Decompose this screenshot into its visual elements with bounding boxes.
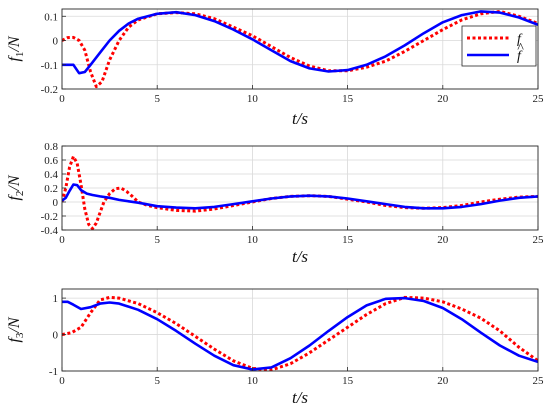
subplot-2: 0 5 10 15 20 25-0.4-0.200.20.40.60.8t/sf2/N [6, 141, 544, 266]
axes-box [61, 8, 539, 90]
legend-label-f-hat: f [517, 49, 523, 64]
x-tick-label: 20 [437, 234, 449, 246]
y-tick-label: 0.2 [44, 183, 58, 195]
y-tick-label: 0 [53, 36, 59, 48]
y-tick-label: -0.4 [41, 225, 59, 237]
series-line-f-hat [62, 10, 538, 75]
series-line-f-hat [62, 296, 538, 371]
x-tick-label: 15 [342, 93, 354, 105]
x-tick-label: 0 [59, 375, 65, 387]
y-tick-label: 0.4 [44, 169, 58, 181]
x-tick-label: 10 [247, 93, 259, 105]
x-tick-label: 0 [59, 93, 65, 105]
x-tick-label: 0 [59, 234, 65, 246]
y-axis-label: f2/N [6, 174, 26, 200]
y-tick-label: -0.1 [41, 60, 58, 72]
y-tick-label: 0 [53, 330, 59, 342]
x-tick-label: 20 [437, 93, 449, 105]
x-tick-label: 10 [247, 234, 259, 246]
y-tick-label: -1 [49, 366, 58, 378]
x-tick-label: 20 [437, 375, 449, 387]
x-axis-label: t/s [292, 109, 308, 128]
x-axis-label: t/s [292, 388, 308, 407]
legend: ff^ [461, 25, 537, 67]
series-line-f [62, 295, 538, 371]
x-tick-label: 5 [154, 93, 160, 105]
y-axis-label: f1/N [6, 35, 26, 61]
x-axis-label: t/s [292, 247, 308, 266]
y-tick-label: 0.1 [44, 11, 58, 23]
x-tick-label: 25 [533, 375, 545, 387]
x-tick-label: 15 [342, 375, 354, 387]
legend-label-f: f [517, 32, 523, 47]
legend-hat-accent: ^ [517, 41, 524, 56]
subplot-1: 0 5 10 15 20 25 -0.2 -0.1 0 0.1 t/s f1/N ff^ [6, 8, 545, 128]
x-tick-label: 15 [342, 234, 354, 246]
axes-box [61, 288, 539, 372]
y-tick-label: 0.6 [44, 155, 58, 167]
y-tick-label: -0.2 [41, 211, 58, 223]
y-axis-label: f3/N [6, 316, 26, 342]
legend-box [461, 25, 537, 67]
y-tick-label: 0.8 [44, 141, 58, 153]
y-tick-label: 1 [53, 293, 59, 305]
series-line-f [62, 9, 538, 89]
y-tick-label: -0.2 [41, 84, 58, 96]
series-line-f [62, 155, 538, 230]
x-tick-label: 5 [154, 375, 160, 387]
x-tick-label: 25 [533, 93, 545, 105]
x-tick-label: 5 [154, 234, 160, 246]
x-tick-label: 25 [533, 234, 545, 246]
x-tick-label: 10 [247, 375, 259, 387]
series-line-f-hat [62, 183, 538, 210]
y-tick-label: 0 [53, 197, 59, 209]
